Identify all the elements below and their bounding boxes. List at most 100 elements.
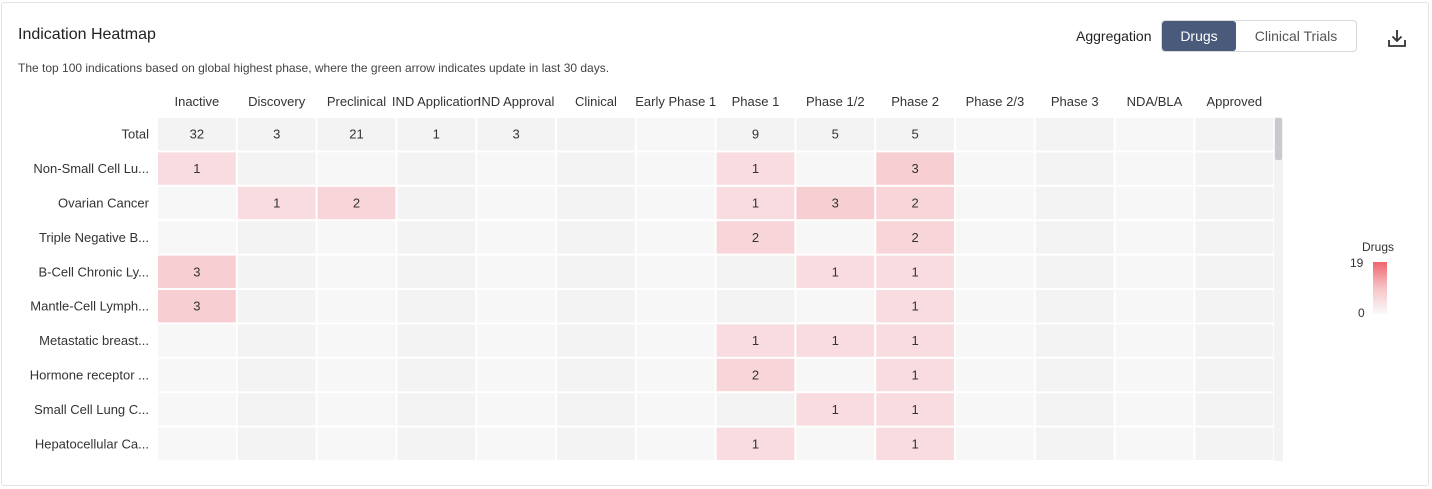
heatmap-cell[interactable] bbox=[1115, 221, 1194, 254]
heatmap-cell[interactable] bbox=[317, 324, 396, 357]
heatmap-cell[interactable] bbox=[557, 393, 636, 426]
heatmap-cell[interactable] bbox=[1115, 186, 1194, 219]
heatmap-cell[interactable] bbox=[1035, 186, 1114, 219]
heatmap-cell[interactable] bbox=[158, 427, 237, 460]
heatmap-cell[interactable] bbox=[636, 152, 715, 185]
heatmap-cell[interactable] bbox=[397, 186, 476, 219]
heatmap-cell[interactable] bbox=[1195, 427, 1274, 460]
heatmap-cell[interactable] bbox=[158, 221, 237, 254]
heatmap-cell[interactable] bbox=[1115, 255, 1194, 288]
heatmap-cell[interactable] bbox=[557, 152, 636, 185]
heatmap-cell[interactable] bbox=[1195, 324, 1274, 357]
heatmap-cell[interactable] bbox=[477, 221, 556, 254]
heatmap-cell[interactable] bbox=[317, 393, 396, 426]
heatmap-cell[interactable] bbox=[397, 427, 476, 460]
heatmap-cell[interactable] bbox=[317, 358, 396, 391]
heatmap-cell[interactable] bbox=[1195, 290, 1274, 323]
heatmap-cell[interactable] bbox=[237, 255, 316, 288]
heatmap-cell[interactable] bbox=[1115, 358, 1194, 391]
scrollbar-thumb[interactable] bbox=[1275, 118, 1282, 160]
heatmap-cell[interactable] bbox=[397, 324, 476, 357]
heatmap-cell[interactable] bbox=[317, 255, 396, 288]
heatmap-cell[interactable] bbox=[317, 221, 396, 254]
heatmap-cell[interactable] bbox=[237, 324, 316, 357]
heatmap-cell[interactable] bbox=[1035, 118, 1114, 151]
heatmap-cell[interactable] bbox=[1035, 393, 1114, 426]
heatmap-cell[interactable] bbox=[237, 358, 316, 391]
heatmap-cell[interactable] bbox=[636, 427, 715, 460]
heatmap-cell[interactable] bbox=[397, 152, 476, 185]
heatmap-cell[interactable] bbox=[1035, 255, 1114, 288]
heatmap-cell[interactable] bbox=[237, 427, 316, 460]
heatmap-cell[interactable] bbox=[158, 393, 237, 426]
heatmap-cell[interactable] bbox=[1195, 186, 1274, 219]
heatmap-cell[interactable] bbox=[477, 427, 556, 460]
heatmap-cell[interactable] bbox=[1115, 427, 1194, 460]
heatmap-cell[interactable] bbox=[237, 393, 316, 426]
heatmap-cell[interactable] bbox=[796, 427, 875, 460]
heatmap-cell[interactable] bbox=[1035, 290, 1114, 323]
heatmap-cell[interactable] bbox=[716, 393, 795, 426]
heatmap-cell[interactable] bbox=[1035, 324, 1114, 357]
heatmap-cell[interactable] bbox=[956, 221, 1035, 254]
heatmap-cell[interactable] bbox=[956, 324, 1035, 357]
heatmap-cell[interactable] bbox=[636, 118, 715, 151]
heatmap-cell[interactable] bbox=[317, 290, 396, 323]
heatmap-cell[interactable] bbox=[237, 152, 316, 185]
heatmap-cell[interactable] bbox=[1195, 221, 1274, 254]
heatmap-cell[interactable] bbox=[1195, 255, 1274, 288]
heatmap-cell[interactable] bbox=[636, 393, 715, 426]
heatmap-cell[interactable] bbox=[557, 290, 636, 323]
heatmap-cell[interactable] bbox=[477, 152, 556, 185]
heatmap-cell[interactable] bbox=[1035, 427, 1114, 460]
heatmap-cell[interactable] bbox=[397, 290, 476, 323]
heatmap-cell[interactable] bbox=[158, 186, 237, 219]
heatmap-cell[interactable] bbox=[956, 152, 1035, 185]
heatmap-cell[interactable] bbox=[237, 221, 316, 254]
heatmap-cell[interactable] bbox=[158, 324, 237, 357]
heatmap-cell[interactable] bbox=[1035, 221, 1114, 254]
heatmap-cell[interactable] bbox=[477, 393, 556, 426]
scrollbar-track[interactable] bbox=[1274, 117, 1283, 461]
heatmap-cell[interactable] bbox=[1115, 324, 1194, 357]
heatmap-cell[interactable] bbox=[1035, 152, 1114, 185]
heatmap-cell[interactable] bbox=[716, 255, 795, 288]
heatmap-cell[interactable] bbox=[1035, 358, 1114, 391]
heatmap-cell[interactable] bbox=[557, 358, 636, 391]
heatmap-cell[interactable] bbox=[1195, 393, 1274, 426]
heatmap-cell[interactable] bbox=[796, 221, 875, 254]
heatmap-cell[interactable] bbox=[477, 324, 556, 357]
heatmap-cell[interactable] bbox=[477, 255, 556, 288]
heatmap-cell[interactable] bbox=[956, 118, 1035, 151]
heatmap-cell[interactable] bbox=[1195, 152, 1274, 185]
heatmap-cell[interactable] bbox=[956, 393, 1035, 426]
heatmap-cell[interactable] bbox=[477, 358, 556, 391]
heatmap-cell[interactable] bbox=[557, 427, 636, 460]
heatmap-cell[interactable] bbox=[1115, 118, 1194, 151]
heatmap-cell[interactable] bbox=[796, 290, 875, 323]
heatmap-cell[interactable] bbox=[956, 186, 1035, 219]
heatmap-cell[interactable] bbox=[796, 152, 875, 185]
heatmap-cell[interactable] bbox=[477, 186, 556, 219]
heatmap-cell[interactable] bbox=[956, 255, 1035, 288]
heatmap-cell[interactable] bbox=[1115, 393, 1194, 426]
heatmap-cell[interactable] bbox=[796, 358, 875, 391]
heatmap-cell[interactable] bbox=[636, 221, 715, 254]
heatmap-cell[interactable] bbox=[397, 255, 476, 288]
heatmap-cell[interactable] bbox=[397, 221, 476, 254]
heatmap-cell[interactable] bbox=[158, 358, 237, 391]
heatmap-cell[interactable] bbox=[956, 358, 1035, 391]
heatmap-cell[interactable] bbox=[317, 152, 396, 185]
heatmap-cell[interactable] bbox=[557, 221, 636, 254]
heatmap-cell[interactable] bbox=[557, 255, 636, 288]
heatmap-cell[interactable] bbox=[557, 118, 636, 151]
heatmap-cell[interactable] bbox=[636, 255, 715, 288]
heatmap-cell[interactable] bbox=[1115, 290, 1194, 323]
heatmap-cell[interactable] bbox=[557, 324, 636, 357]
heatmap-cell[interactable] bbox=[636, 290, 715, 323]
heatmap-cell[interactable] bbox=[636, 186, 715, 219]
heatmap-cell[interactable] bbox=[1195, 358, 1274, 391]
heatmap-cell[interactable] bbox=[557, 186, 636, 219]
heatmap-cell[interactable] bbox=[317, 427, 396, 460]
heatmap-cell[interactable] bbox=[956, 290, 1035, 323]
